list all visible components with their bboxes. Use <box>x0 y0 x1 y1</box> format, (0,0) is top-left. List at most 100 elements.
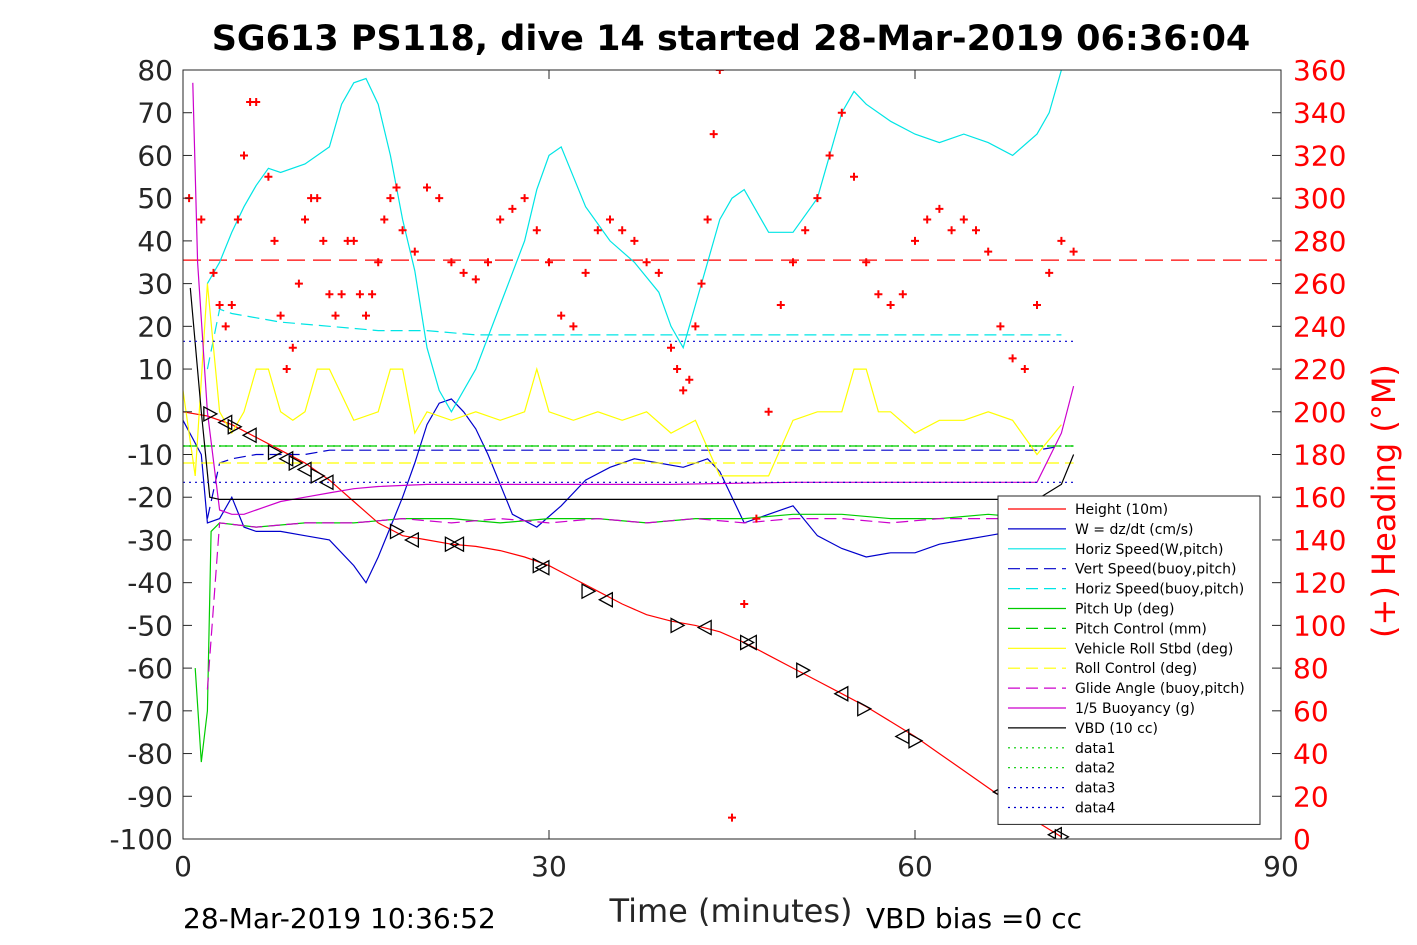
series-vehicle-roll-stbd-deg <box>183 283 1062 477</box>
heading-point <box>270 236 279 245</box>
footer-timestamp: 28-Mar-2019 10:36:52 <box>183 902 496 935</box>
y2-tick-label: 40 <box>1293 738 1329 771</box>
direction-marker <box>739 634 756 651</box>
y-tick-label: 20 <box>137 310 173 343</box>
y2-tick-label: 160 <box>1293 481 1346 514</box>
heading-point <box>630 236 639 245</box>
y-tick-label: 30 <box>137 268 173 301</box>
direction-marker <box>670 617 686 634</box>
series-horiz-speed-buoy-pitch <box>206 308 1062 370</box>
heading-point <box>374 258 383 267</box>
legend-label: Roll Control (deg) <box>1075 661 1197 677</box>
legend-label: VBD (10 cc) <box>1075 721 1158 737</box>
x-axis-label: Time (minutes) <box>609 892 853 930</box>
direction-marker <box>241 427 257 444</box>
heading-point <box>569 322 578 331</box>
heading-point <box>715 70 724 74</box>
y2-tick-label: 280 <box>1293 225 1346 258</box>
y2-tick-label: 320 <box>1293 139 1346 172</box>
heading-point <box>1033 300 1041 309</box>
heading-point <box>667 343 675 352</box>
heading-point <box>355 290 364 299</box>
direction-marker <box>267 444 283 461</box>
direction-marker <box>796 662 812 679</box>
heading-point <box>294 279 303 288</box>
heading-point <box>325 290 334 299</box>
heading-point <box>1057 236 1066 245</box>
direction-marker <box>444 536 460 553</box>
y2-tick-label: 60 <box>1293 695 1329 728</box>
heading-point <box>728 813 736 822</box>
heading-point <box>423 183 431 192</box>
heading-point <box>776 300 785 309</box>
heading-point <box>606 215 614 224</box>
heading-point <box>685 375 694 384</box>
legend-label: Vert Speed(buoy,pitch) <box>1075 562 1237 578</box>
y-tick-label: -40 <box>127 567 173 600</box>
heading-point <box>813 194 822 203</box>
direction-marker <box>310 467 326 484</box>
heading-point <box>850 172 858 181</box>
direction-marker <box>403 531 420 549</box>
y-tick-label: -10 <box>127 439 173 472</box>
direction-marker <box>227 418 243 435</box>
heading-point <box>313 194 322 203</box>
heading-point <box>496 215 505 224</box>
heading-point <box>197 215 206 224</box>
heading-point <box>362 311 370 320</box>
heading-point <box>288 343 297 352</box>
heading-point <box>331 311 340 320</box>
heading-point <box>923 215 932 224</box>
legend-label: data3 <box>1075 781 1115 797</box>
heading-point <box>947 226 956 235</box>
heading-point <box>233 215 242 224</box>
heading-point <box>801 226 810 235</box>
heading-point <box>825 151 834 160</box>
heading-point <box>508 204 517 213</box>
x-tick-label: 30 <box>531 850 567 883</box>
legend-label: Height (10m) <box>1075 502 1168 518</box>
legend-label: 1/5 Buoyancy (g) <box>1075 701 1195 717</box>
direction-marker <box>449 536 465 553</box>
series-horiz-speed-w-pitch <box>206 70 1062 414</box>
heading-point <box>789 258 797 267</box>
heading-point <box>703 215 712 224</box>
heading-point <box>264 172 273 181</box>
heading-point <box>984 247 993 256</box>
heading-point <box>215 300 224 309</box>
heading-point <box>935 204 944 213</box>
legend-label: data4 <box>1075 801 1116 817</box>
heading-point <box>691 322 700 331</box>
heading-point <box>673 365 682 374</box>
heading-point <box>862 258 871 267</box>
direction-marker <box>203 405 219 423</box>
direction-marker <box>833 685 849 702</box>
heading-point <box>752 514 761 523</box>
direction-marker <box>581 583 597 600</box>
heading-markers <box>185 70 1078 822</box>
y-tick-label: -100 <box>109 823 173 856</box>
y2-axis-label: (+) Heading (°M) <box>1365 364 1403 638</box>
heading-point <box>386 194 395 203</box>
y-tick-label: -70 <box>127 695 173 728</box>
x-tick-label: 90 <box>1263 850 1299 883</box>
heading-point <box>709 130 718 139</box>
heading-point <box>368 290 377 299</box>
heading-point <box>581 268 590 277</box>
heading-point <box>874 290 883 299</box>
y-tick-label: -60 <box>127 652 173 685</box>
heading-point <box>740 600 749 609</box>
y-tick-label: 0 <box>155 396 173 429</box>
legend-label: Pitch Up (deg) <box>1075 602 1174 618</box>
heading-point <box>337 290 346 299</box>
heading-point <box>618 226 627 235</box>
heading-point <box>545 258 553 267</box>
heading-point <box>227 300 236 309</box>
y2-tick-label: 300 <box>1293 182 1346 215</box>
legend-label: Glide Angle (buoy,pitch) <box>1075 681 1245 697</box>
heading-point <box>209 268 218 277</box>
direction-marker <box>534 559 550 576</box>
y2-tick-label: 180 <box>1293 439 1346 472</box>
y-tick-label: 10 <box>137 353 173 386</box>
footer-vbd-bias: VBD bias =0 cc <box>866 902 1082 935</box>
